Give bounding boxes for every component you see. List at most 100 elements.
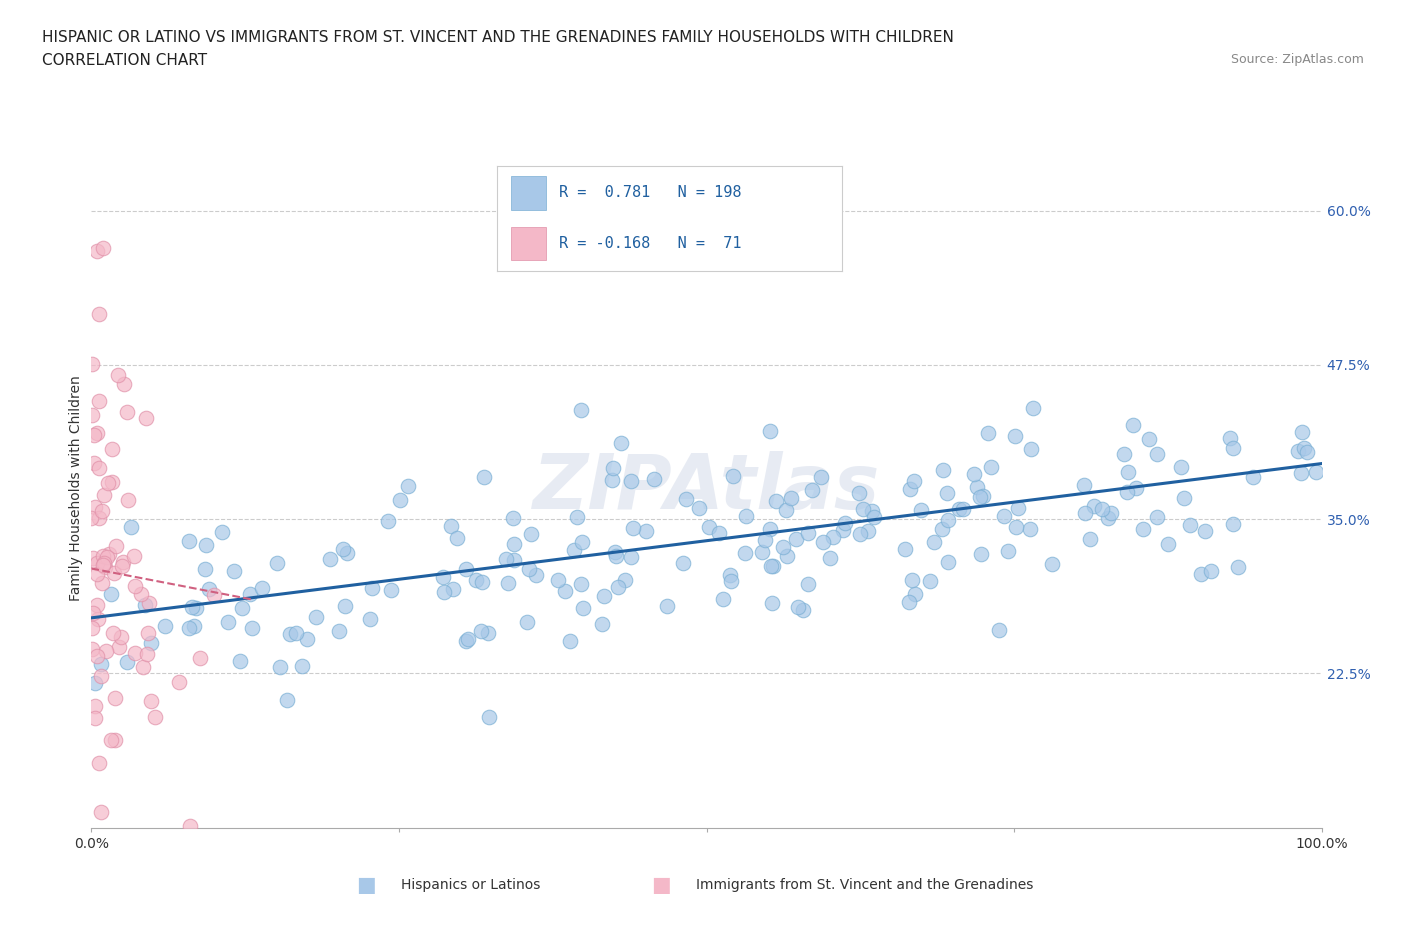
Point [183, 619, 205, 634]
Point [432, 570, 454, 585]
Point [120, 519, 142, 534]
Point [792, 603, 814, 618]
Point [894, 541, 917, 556]
Point [613, 573, 636, 588]
Point [1173, 491, 1195, 506]
Point [734, 546, 756, 561]
Point [97, 547, 120, 562]
Point [1291, 466, 1313, 481]
Point [605, 549, 627, 564]
Point [177, 533, 200, 548]
Point [80, 356, 103, 371]
Point [571, 600, 593, 615]
Point [94, 560, 117, 575]
Point [972, 489, 994, 504]
Point [86, 555, 108, 570]
Point [1146, 510, 1168, 525]
Point [87, 511, 110, 525]
Point [1286, 444, 1309, 458]
Point [1019, 442, 1042, 457]
Point [1222, 517, 1244, 532]
Point [860, 504, 883, 519]
Point [1116, 464, 1139, 479]
Point [848, 485, 870, 500]
Point [711, 591, 734, 606]
Point [754, 532, 776, 547]
Point [1292, 440, 1315, 455]
Point [619, 550, 641, 565]
Point [82, 620, 104, 635]
Point [1137, 432, 1160, 446]
Point [1040, 556, 1063, 571]
Point [593, 589, 616, 604]
Point [231, 601, 253, 616]
Text: ■: ■ [356, 875, 375, 896]
Point [1226, 560, 1249, 575]
Point [83, 499, 105, 514]
Point [93, 555, 115, 570]
Point [610, 435, 633, 450]
Point [786, 599, 808, 614]
Point [516, 614, 538, 629]
Point [900, 573, 922, 588]
Point [433, 585, 456, 600]
Point [952, 502, 974, 517]
Point [834, 515, 856, 530]
Point [222, 564, 245, 578]
Point [117, 405, 139, 419]
Point [110, 630, 132, 644]
Point [903, 474, 925, 489]
Point [291, 659, 314, 674]
Point [89, 657, 111, 671]
Point [1132, 522, 1154, 537]
Point [988, 623, 1011, 638]
Point [84, 698, 107, 713]
Point [141, 636, 163, 651]
Point [1097, 511, 1119, 525]
Point [936, 512, 959, 527]
Point [918, 573, 941, 588]
Point [1291, 424, 1313, 439]
Point [1170, 460, 1192, 475]
Point [796, 577, 818, 591]
Point [898, 594, 921, 609]
Point [734, 509, 756, 524]
Point [591, 617, 613, 631]
Text: Source: ZipAtlas.com: Source: ZipAtlas.com [1230, 53, 1364, 66]
Point [904, 586, 927, 601]
Point [1018, 522, 1040, 537]
Point [167, 675, 190, 690]
Point [136, 625, 159, 640]
Point [103, 565, 125, 580]
Point [328, 624, 350, 639]
Point [936, 485, 959, 500]
Point [195, 538, 218, 552]
Point [194, 562, 217, 577]
Point [101, 474, 124, 489]
Point [112, 377, 135, 392]
Point [179, 818, 201, 833]
Point [785, 532, 807, 547]
Point [852, 501, 875, 516]
Point [562, 543, 585, 558]
Point [1218, 431, 1240, 445]
Point [602, 460, 624, 475]
Point [129, 586, 152, 601]
Point [90, 576, 112, 591]
Point [250, 580, 273, 595]
Point [110, 558, 132, 573]
Point [319, 551, 342, 566]
Point [211, 525, 233, 539]
Point [396, 478, 419, 493]
Point [1004, 429, 1026, 444]
Point [761, 595, 783, 610]
Point [117, 655, 139, 670]
Point [89, 755, 111, 770]
Point [1189, 566, 1212, 581]
Point [600, 472, 623, 487]
Point [454, 633, 477, 648]
Point [361, 580, 384, 595]
Point [239, 586, 262, 601]
Point [980, 459, 1002, 474]
Point [565, 509, 588, 524]
